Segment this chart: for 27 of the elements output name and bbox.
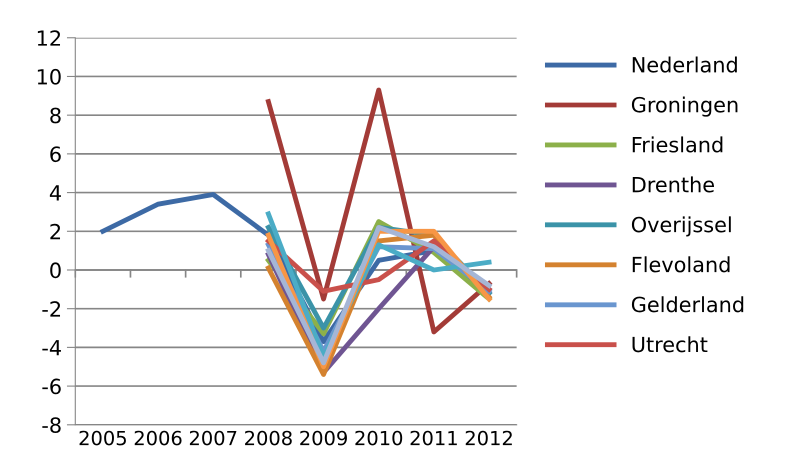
x-tick-label: 2011 <box>410 430 457 446</box>
y-tick-label: 2 <box>50 224 60 240</box>
y-tick-label: 6 <box>50 146 61 162</box>
x-tick-label: 2008 <box>245 430 292 446</box>
legend-label: Overijssel <box>632 216 731 236</box>
y-tick-label: 12 <box>38 30 60 46</box>
y-tick-label: 10 <box>38 68 61 85</box>
x-tick-label: 2006 <box>134 430 182 446</box>
legend-label: Groningen <box>632 96 738 117</box>
legend-label: Flevoland <box>632 256 730 272</box>
y-tick-label: -6 <box>42 378 61 394</box>
legend-label: Nederland <box>632 56 737 73</box>
x-tick-label: 2012 <box>466 430 512 446</box>
y-tick-label: 0 <box>50 262 61 278</box>
legend-label: Friesland <box>632 136 722 153</box>
y-tick-label: -4 <box>42 340 61 356</box>
legend-label: Gelderland <box>632 296 744 312</box>
x-tick-label: 2009 <box>300 430 347 446</box>
y-tick-label: -2 <box>42 301 60 317</box>
x-tick-label: 2010 <box>355 430 402 446</box>
y-tick-label: -8 <box>42 417 61 434</box>
y-tick-label: 4 <box>50 185 61 200</box>
y-tick-label: 8 <box>50 108 61 124</box>
x-tick-label: 2007 <box>190 430 236 446</box>
x-tick-label: 2005 <box>80 430 126 446</box>
legend-label: Utrecht <box>632 336 708 352</box>
legend-label: Drenthe <box>632 176 714 192</box>
